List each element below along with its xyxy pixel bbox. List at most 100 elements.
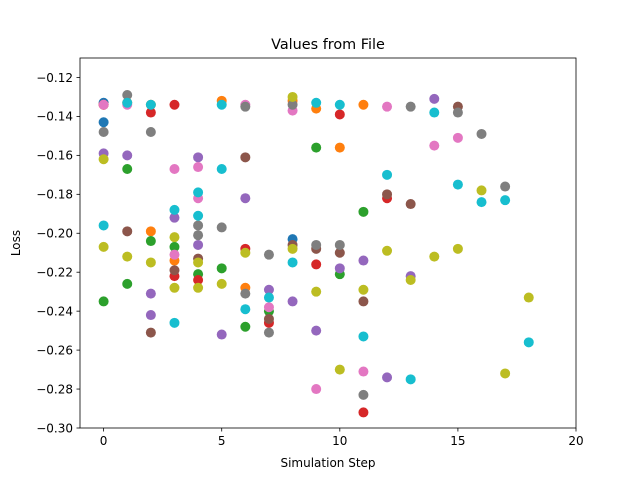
data-point <box>452 132 463 143</box>
data-point <box>216 99 227 110</box>
data-point <box>405 199 416 210</box>
y-tick-label: −0.18 <box>36 188 73 202</box>
data-point <box>358 284 369 295</box>
data-point <box>523 337 534 348</box>
data-point <box>452 107 463 118</box>
x-tick-label: 20 <box>568 434 583 448</box>
data-point <box>98 127 109 137</box>
data-point <box>287 243 298 254</box>
data-point <box>334 247 345 258</box>
y-tick-label: −0.12 <box>36 71 73 85</box>
data-point <box>287 296 298 307</box>
data-point <box>452 179 463 190</box>
data-point <box>216 278 227 289</box>
y-tick-label: −0.24 <box>36 304 73 318</box>
y-tick-label: −0.20 <box>36 227 73 241</box>
data-point <box>263 302 274 313</box>
data-point <box>429 107 440 118</box>
data-point <box>145 257 156 268</box>
data-point <box>334 239 345 250</box>
data-point <box>122 278 133 289</box>
data-point <box>122 97 133 108</box>
data-point <box>98 154 109 165</box>
data-point <box>98 296 109 307</box>
data-point <box>240 101 251 112</box>
data-point <box>145 107 156 118</box>
data-point <box>405 374 416 385</box>
data-point <box>193 187 204 198</box>
data-point <box>358 206 369 217</box>
y-tick-label: −0.16 <box>36 149 73 163</box>
data-point <box>358 407 369 418</box>
data-point <box>287 99 298 110</box>
data-point <box>122 150 133 161</box>
data-point <box>263 313 274 324</box>
data-point <box>122 164 133 174</box>
data-point <box>169 241 180 252</box>
data-point <box>193 282 204 293</box>
data-point <box>193 162 204 173</box>
data-point <box>287 91 298 102</box>
data-point <box>122 251 133 262</box>
data-point <box>405 101 416 112</box>
data-point <box>382 101 393 112</box>
data-point <box>382 189 393 200</box>
data-point <box>240 193 251 204</box>
data-point <box>193 257 204 268</box>
data-point <box>334 109 345 120</box>
data-point <box>263 249 274 260</box>
data-point <box>145 99 156 110</box>
data-point <box>476 128 487 139</box>
data-point <box>452 243 463 254</box>
data-point <box>382 372 393 383</box>
data-point <box>145 226 156 237</box>
data-point <box>311 142 322 153</box>
data-point <box>500 195 511 206</box>
data-point <box>311 286 322 297</box>
data-point <box>122 90 133 100</box>
data-point <box>193 275 204 285</box>
data-point <box>216 164 227 174</box>
data-point <box>169 232 180 243</box>
data-point <box>358 331 369 342</box>
chart-title: Values from File <box>271 37 385 53</box>
data-point <box>240 288 251 299</box>
data-point <box>358 389 369 400</box>
data-point <box>500 181 511 192</box>
data-point <box>145 327 156 338</box>
data-point <box>311 97 322 108</box>
axes-frame <box>79 57 577 429</box>
y-axis-ticks: −0.30 −0.28 −0.26 −0.24 −0.22 −0.20 −0.18 −0.16… <box>36 71 80 435</box>
data-point <box>523 292 534 303</box>
data-point <box>169 212 180 223</box>
data-point <box>98 99 109 110</box>
data-point <box>429 251 440 262</box>
data-point <box>334 99 345 110</box>
data-point <box>311 325 322 336</box>
data-point <box>287 257 298 268</box>
data-point <box>334 263 345 274</box>
data-point <box>311 239 322 250</box>
y-tick-label: −0.26 <box>36 343 73 357</box>
data-point <box>98 241 109 252</box>
data-point <box>240 152 251 163</box>
data-point <box>358 366 369 377</box>
data-point <box>334 142 345 153</box>
data-point <box>405 275 416 285</box>
y-tick-label: −0.30 <box>36 421 73 435</box>
data-point <box>358 296 369 307</box>
data-point <box>216 222 227 233</box>
data-point <box>382 245 393 256</box>
data-point <box>193 210 204 221</box>
data-point <box>358 255 369 266</box>
data-point <box>169 99 180 110</box>
y-axis-label: Loss <box>9 230 23 256</box>
data-point <box>98 220 109 231</box>
data-point <box>500 368 511 379</box>
data-point <box>240 247 251 258</box>
data-point <box>193 152 204 163</box>
data-point <box>169 164 180 174</box>
x-axis-label: Simulation Step <box>280 456 375 470</box>
data-point <box>334 364 345 375</box>
